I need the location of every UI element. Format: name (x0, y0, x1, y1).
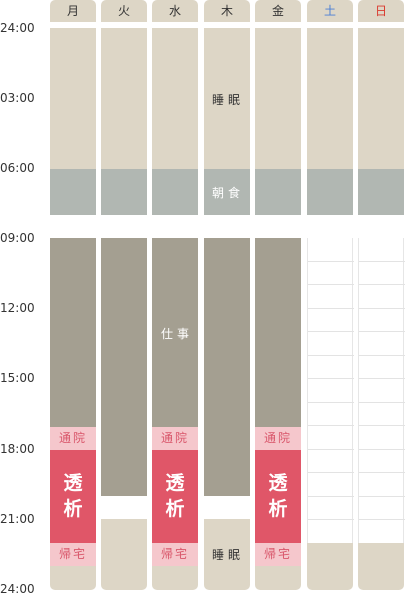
grid-line (359, 496, 405, 497)
day-column-thu: 木 (204, 0, 250, 590)
sleep-block (358, 28, 404, 169)
dialysis-block: 透 析 (152, 450, 198, 543)
time-label-1500: 15:00 (0, 371, 35, 385)
work-block (204, 238, 250, 496)
breakfast-block (152, 169, 198, 215)
grid-line (359, 331, 405, 332)
clinic-visit-block: 通院 (50, 427, 96, 450)
grid-line (359, 308, 405, 309)
sleep-block (152, 28, 198, 169)
sleep-block-night (307, 543, 353, 590)
grid-line (308, 261, 354, 262)
dialysis-block: 透 析 (50, 450, 96, 543)
day-header-thu: 木 (204, 0, 250, 22)
time-label-0900: 09:00 (0, 231, 35, 245)
time-label-2100: 21:00 (0, 512, 35, 526)
day-column-fri: 金 通院 透 析 帰宅 (255, 0, 301, 590)
dialysis-label-2: 析 (165, 498, 185, 520)
sleep-block (101, 28, 147, 169)
time-label-2400: 24:00 (0, 582, 35, 596)
sleep-block (204, 28, 250, 169)
work-block (255, 238, 301, 427)
sleep-block-night (152, 566, 198, 590)
sleep-block-night (358, 543, 404, 590)
grid-line (359, 378, 405, 379)
breakfast-block (101, 169, 147, 215)
day-header-sun: 日 (358, 0, 404, 22)
time-label-1200: 12:00 (0, 301, 35, 315)
free-time-block (358, 238, 405, 543)
day-header-mon: 月 (50, 0, 96, 22)
dialysis-label-2: 析 (268, 498, 288, 520)
grid-line (308, 355, 354, 356)
return-home-block: 帰宅 (50, 543, 96, 566)
dialysis-block: 透 析 (255, 450, 301, 543)
dialysis-label-1: 透 (165, 472, 185, 494)
sleep-night-label: 睡眠 (212, 548, 245, 562)
grid-line (359, 519, 405, 520)
sleep-block-night (255, 566, 301, 590)
grid-line (359, 425, 405, 426)
day-column-sat: 土 (307, 0, 354, 590)
grid-line (359, 284, 405, 285)
grid-line (308, 402, 354, 403)
sleep-block-night (101, 519, 147, 590)
clinic-visit-block: 通院 (152, 427, 198, 450)
grid-line (308, 331, 354, 332)
day-header-sat: 土 (307, 0, 353, 22)
grid-line (308, 519, 354, 520)
work-block (152, 238, 198, 427)
grid-line (308, 472, 354, 473)
time-label-1800: 18:00 (0, 442, 35, 456)
day-column-wed: 水 通院 透 析 帰宅 (152, 0, 198, 590)
grid-line (308, 449, 354, 450)
grid-line (308, 284, 354, 285)
return-home-block: 帰宅 (152, 543, 198, 566)
dialysis-label-1: 透 (268, 472, 288, 494)
day-header-wed: 水 (152, 0, 198, 22)
day-header-tue: 火 (101, 0, 147, 22)
dialysis-label-1: 透 (63, 472, 83, 494)
grid-line (359, 355, 405, 356)
day-column-mon: 月 通院 透 析 帰宅 (50, 0, 96, 590)
work-block (50, 238, 96, 427)
sleep-block (255, 28, 301, 169)
sleep-block-night (204, 519, 250, 590)
breakfast-label: 朝食 (212, 186, 245, 200)
return-home-block: 帰宅 (255, 543, 301, 566)
time-label-0600: 06:00 (0, 161, 35, 175)
free-time-block (307, 238, 354, 543)
day-column-tue: 火 (101, 0, 147, 590)
grid-line (359, 472, 405, 473)
clinic-visit-block: 通院 (255, 427, 301, 450)
breakfast-block (307, 169, 353, 215)
sleep-block (50, 28, 96, 169)
grid-line (359, 402, 405, 403)
time-label-0000: 24:00 (0, 21, 35, 35)
sleep-label: 睡眠 (212, 93, 245, 107)
breakfast-block (204, 169, 250, 215)
day-column-sun: 日 (358, 0, 405, 590)
grid-line (308, 425, 354, 426)
sleep-block (307, 28, 353, 169)
grid-line (359, 449, 405, 450)
grid-line (359, 261, 405, 262)
dialysis-label-2: 析 (63, 498, 83, 520)
day-header-fri: 金 (255, 0, 301, 22)
grid-line (308, 308, 354, 309)
time-label-0300: 03:00 (0, 91, 35, 105)
grid-line (308, 378, 354, 379)
breakfast-block (50, 169, 96, 215)
work-label: 仕事 (161, 327, 194, 341)
sleep-block-night (50, 566, 96, 590)
grid-line (308, 496, 354, 497)
breakfast-block (255, 169, 301, 215)
work-block (101, 238, 147, 496)
breakfast-block (358, 169, 404, 215)
